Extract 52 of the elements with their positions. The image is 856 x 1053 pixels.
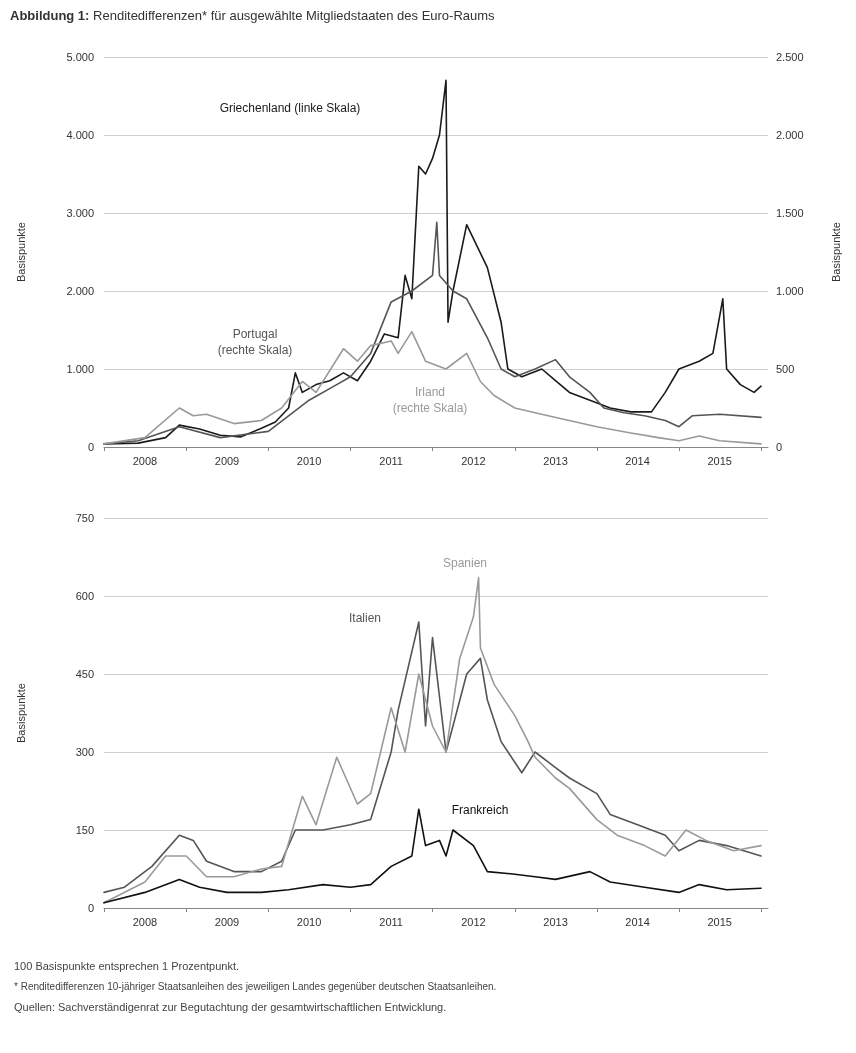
y-tick-label: 450 [75, 668, 94, 680]
x-tick-label: 2014 [625, 454, 650, 467]
y-tick-label: 4.000 [66, 129, 94, 141]
line-series [103, 79, 762, 445]
series-label: Irland (rechte Skala) [392, 385, 468, 415]
y2-tick-label: 2.500 [776, 51, 804, 63]
x-tick-label: 2015 [707, 915, 732, 928]
x-tick-label: 2010 [296, 915, 322, 928]
chart-title: Abbildung 1: Renditedifferenzen* für ausgewählte Mitgliedstaaten des Euro-Raums [10, 8, 495, 23]
x-tick-label: 2013 [543, 454, 568, 467]
y-tick-label: 600 [75, 590, 94, 602]
text: Italien [348, 611, 382, 625]
y-axis-title: Basispunkte [14, 683, 27, 743]
text: * Renditedifferenzen 10-jähriger Staatsanleihen des jeweiligen Landes gegenüber deutschen Staatsanleihen. [14, 981, 498, 992]
y-tick-label: 750 [75, 512, 94, 524]
x-tick-label: 2013 [543, 915, 568, 928]
source-note: Quellen: Sachverständigenrat zur Begutachtung der gesamtwirtschaftlichen Entwicklung. [14, 1001, 448, 1013]
y-tick-label: 0 [87, 441, 94, 453]
x-tick-label: 2011 [379, 915, 403, 928]
y-tick-label: 300 [75, 746, 94, 758]
y-tick-label: 1.000 [66, 363, 94, 375]
x-tick-label: 2010 [296, 454, 322, 467]
x-tick-label: 2008 [132, 915, 158, 928]
x-tick-label: 2012 [461, 454, 486, 467]
x-tick-label: 2015 [707, 454, 732, 467]
line-series [103, 221, 762, 445]
series-label: Spanien [442, 556, 488, 570]
y-tick-label: 2.000 [66, 285, 94, 297]
text: Griechenland (linke Skala) [219, 101, 361, 115]
y2-tick-label: 2.000 [776, 129, 804, 141]
y-tick-label: 5.000 [66, 51, 94, 63]
line-series [103, 330, 762, 445]
y2-tick-label: 0 [776, 441, 783, 453]
y2-tick-label: 500 [776, 363, 795, 375]
x-tick-label: 2012 [461, 915, 486, 928]
y-tick-label: 150 [75, 824, 94, 836]
y-axis-title: Basispunkte [14, 222, 27, 282]
y2-axis-title: Basispunkte [829, 222, 842, 282]
x-tick-label: 2011 [379, 454, 403, 467]
y2-tick-label: 1.000 [776, 285, 804, 297]
line-series [103, 577, 762, 904]
line-series [103, 621, 762, 894]
text: 100 Basispunkte entsprechen 1 Prozentpunkt. [14, 960, 241, 972]
series-label: Frankreich [451, 803, 509, 817]
y-tick-label: 0 [87, 902, 94, 914]
y-tick-label: 3.000 [66, 207, 94, 219]
x-tick-label: 2009 [214, 454, 240, 467]
text: Portugal (rechte Skala) [217, 327, 293, 357]
x-tick-label: 2009 [214, 915, 240, 928]
x-tick-label: 2008 [132, 454, 158, 467]
y2-tick-label: 1.500 [776, 207, 804, 219]
x-tick-label: 2014 [625, 915, 650, 928]
